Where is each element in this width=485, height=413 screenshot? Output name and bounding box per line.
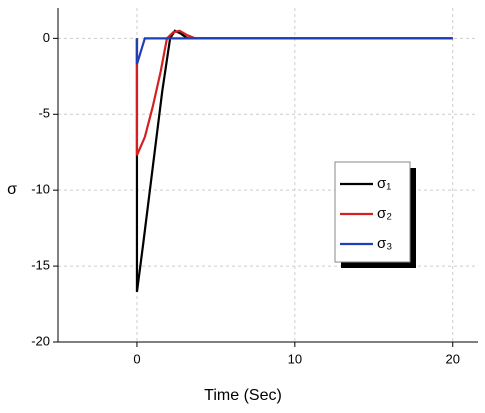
y-tick-label: -20 bbox=[31, 333, 50, 348]
y-tick-label: -15 bbox=[31, 258, 50, 273]
y-axis-label: σ bbox=[7, 181, 17, 198]
legend-box bbox=[334, 161, 411, 263]
line bbox=[135, 37, 453, 65]
y-tick-label: -10 bbox=[31, 182, 50, 197]
legend-label: σ₃ bbox=[377, 235, 392, 252]
legend-label: σ₂ bbox=[377, 205, 392, 222]
y-tick-label: -5 bbox=[38, 106, 50, 121]
x-tick-label: 10 bbox=[288, 351, 302, 366]
x-tick-label: 0 bbox=[133, 351, 140, 366]
y-tick-label: 0 bbox=[43, 30, 50, 45]
legend-label: σ₁ bbox=[377, 175, 391, 192]
x-axis-label: Time (Sec) bbox=[204, 387, 282, 404]
line bbox=[135, 29, 453, 293]
x-tick-label: 20 bbox=[446, 351, 460, 366]
